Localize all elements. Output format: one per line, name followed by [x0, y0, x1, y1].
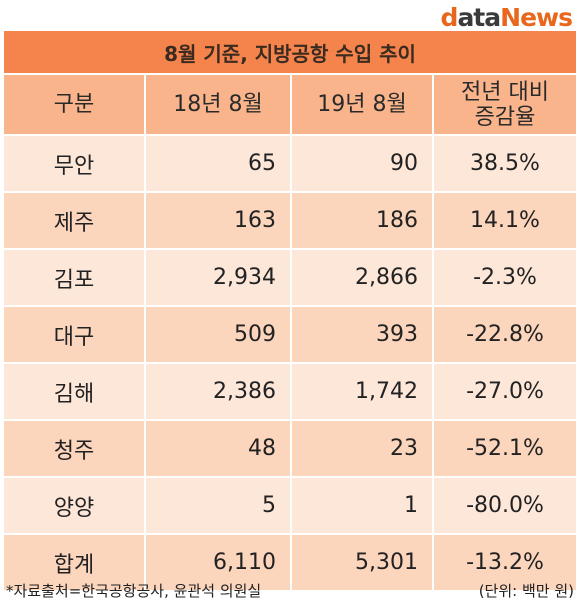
- region-cell: 합계: [4, 534, 146, 592]
- value-2018-cell: 5: [145, 477, 292, 535]
- table-row: 무안 65 90 38.5%: [4, 135, 576, 193]
- value-2019-cell: 393: [291, 306, 434, 364]
- header-18-aug: 18년 8월: [145, 75, 292, 136]
- change-rate-cell: -2.3%: [433, 249, 576, 307]
- value-2018-cell: 48: [145, 420, 292, 478]
- value-2018-cell: 2,934: [145, 249, 292, 307]
- footer: *자료출처=한국공항공사, 윤관석 의원실 (단위: 백만 원): [6, 580, 574, 601]
- unit-note: (단위: 백만 원): [478, 582, 574, 600]
- value-2019-cell: 186: [291, 192, 434, 250]
- table-row: 합계 6,110 5,301 -13.2%: [4, 534, 576, 592]
- value-2019-cell: 1: [291, 477, 434, 535]
- value-2018-cell: 65: [145, 135, 292, 193]
- datanews-logo: dataNews: [440, 3, 573, 32]
- value-2019-cell: 23: [291, 420, 434, 478]
- table-row: 김해 2,386 1,742 -27.0%: [4, 363, 576, 421]
- logo-middle: ata: [457, 3, 501, 32]
- header-change-rate: 전년 대비 증감율: [433, 75, 576, 136]
- logo-news: News: [500, 3, 573, 32]
- table-row: 청주 48 23 -52.1%: [4, 420, 576, 478]
- airport-revenue-table: 구분 18년 8월 19년 8월 전년 대비 증감율 무안 65 90 38.5% 제주…: [4, 75, 576, 592]
- value-2019-cell: 5,301: [291, 534, 434, 592]
- table-row: 양양 5 1 -80.0%: [4, 477, 576, 535]
- logo-letter: d: [440, 3, 459, 32]
- region-cell: 대구: [4, 306, 146, 364]
- value-2019-cell: 2,866: [291, 249, 434, 307]
- value-2018-cell: 2,386: [145, 363, 292, 421]
- change-rate-cell: 14.1%: [433, 192, 576, 250]
- region-cell: 청주: [4, 420, 146, 478]
- value-2018-cell: 163: [145, 192, 292, 250]
- table-row: 제주 163 186 14.1%: [4, 192, 576, 250]
- change-rate-cell: -22.8%: [433, 306, 576, 364]
- table-header-row: 구분 18년 8월 19년 8월 전년 대비 증감율: [4, 75, 576, 136]
- table-title: 8월 기준, 지방공항 수입 추이: [4, 31, 576, 75]
- header-19-aug: 19년 8월: [291, 75, 434, 136]
- change-rate-cell: -80.0%: [433, 477, 576, 535]
- region-cell: 무안: [4, 135, 146, 193]
- table-row: 대구 509 393 -22.8%: [4, 306, 576, 364]
- value-2018-cell: 509: [145, 306, 292, 364]
- value-2019-cell: 1,742: [291, 363, 434, 421]
- region-cell: 양양: [4, 477, 146, 535]
- change-rate-cell: -13.2%: [433, 534, 576, 592]
- header-category: 구분: [4, 75, 146, 136]
- region-cell: 김포: [4, 249, 146, 307]
- change-rate-cell: -52.1%: [433, 420, 576, 478]
- value-2019-cell: 90: [291, 135, 434, 193]
- change-rate-cell: -27.0%: [433, 363, 576, 421]
- region-cell: 김해: [4, 363, 146, 421]
- table-row: 김포 2,934 2,866 -2.3%: [4, 249, 576, 307]
- value-2018-cell: 6,110: [145, 534, 292, 592]
- region-cell: 제주: [4, 192, 146, 250]
- header-change-rate-text: 전년 대비 증감율: [461, 79, 549, 130]
- change-rate-cell: 38.5%: [433, 135, 576, 193]
- source-note: *자료출처=한국공항공사, 윤관석 의원실: [6, 582, 262, 600]
